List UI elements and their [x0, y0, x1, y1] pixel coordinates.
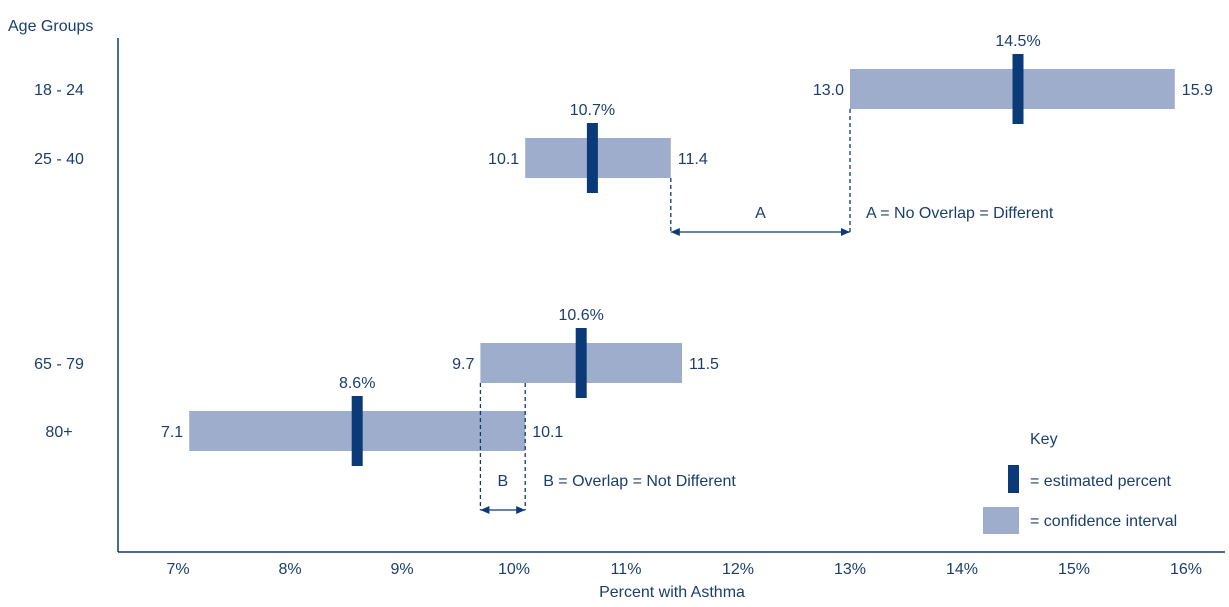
estimate-marker — [586, 123, 598, 193]
lower-bound-label: 7.1 — [161, 424, 183, 441]
upper-bound-label: 10.1 — [532, 424, 563, 441]
confidence-interval-bar — [525, 138, 671, 178]
x-tick-label: 7% — [166, 561, 189, 578]
estimate-marker — [351, 396, 363, 466]
upper-bound-label: 11.5 — [689, 356, 719, 373]
key-estimate-swatch — [1008, 465, 1019, 493]
x-tick-label: 13% — [834, 561, 866, 578]
estimate-label: 10.7% — [570, 102, 615, 119]
estimate-label: 10.6% — [559, 307, 604, 324]
confidence-interval-bar — [850, 69, 1175, 109]
x-axis-title: Percent with Asthma — [599, 584, 745, 601]
annotation-a-text: A = No Overlap = Different — [866, 205, 1054, 222]
chart-marks: 7% 8% 9% 10% 11% 12% 13% 14% 15% 16% 18 - 24 13.0 15… — [34, 33, 1213, 578]
age-group-label: 80+ — [45, 424, 72, 441]
key-interval-label: = confidence interval — [1030, 513, 1177, 530]
upper-bound-label: 11.4 — [678, 151, 708, 168]
x-tick-label: 12% — [722, 561, 754, 578]
key-interval-swatch — [983, 507, 1019, 534]
estimate-label: 14.5% — [995, 33, 1040, 50]
x-tick-label: 14% — [946, 561, 978, 578]
estimate-label: 8.6% — [339, 375, 375, 392]
age-group-label: 65 - 79 — [34, 356, 84, 373]
y-axis-title: Age Groups — [8, 18, 93, 35]
lower-bound-label: 10.1 — [488, 151, 519, 168]
estimate-marker — [575, 328, 587, 398]
x-tick-label: 9% — [390, 561, 413, 578]
estimate-marker — [1012, 54, 1024, 124]
x-tick-label: 8% — [278, 561, 301, 578]
upper-bound-label: 15.9 — [1182, 82, 1213, 99]
annotation-b-marker: B — [497, 473, 508, 490]
x-tick-label: 11% — [611, 561, 642, 578]
age-group-label: 18 - 24 — [34, 82, 84, 99]
key-title: Key — [1030, 431, 1058, 448]
lower-bound-label: 13.0 — [813, 82, 844, 99]
age-group-label: 25 - 40 — [34, 151, 84, 168]
x-tick-label: 15% — [1058, 561, 1090, 578]
lower-bound-label: 9.7 — [452, 356, 474, 373]
x-tick-label: 10% — [498, 561, 530, 578]
x-tick-label: 16% — [1170, 561, 1202, 578]
annotation-b-text: B = Overlap = Not Different — [543, 473, 736, 490]
key-estimate-label: = estimated percent — [1030, 473, 1172, 490]
annotation-a-marker: A — [755, 205, 766, 222]
